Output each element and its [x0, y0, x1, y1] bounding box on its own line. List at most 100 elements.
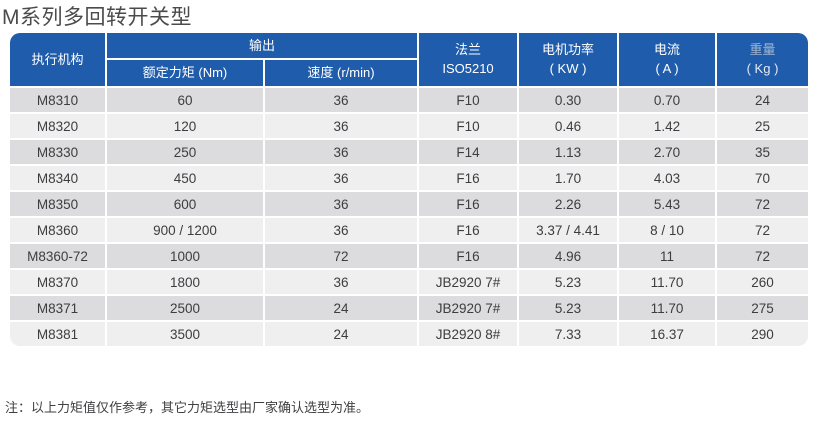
cell-flange: F16 — [419, 244, 518, 268]
table-row: M8370 1800 36 JB2920 7# 5.23 11.70 260 — [10, 270, 808, 294]
table-row: M8320 120 36 F10 0.46 1.42 25 — [10, 114, 808, 138]
cell-current: 11.70 — [619, 296, 716, 320]
cell-speed: 24 — [265, 296, 418, 320]
cell-speed: 36 — [265, 166, 418, 190]
cell-power: 3.37 / 4.41 — [519, 218, 618, 242]
cell-weight: 275 — [717, 296, 808, 320]
cell-flange: JB2920 7# — [419, 270, 518, 294]
cell-model: M8310 — [10, 88, 105, 112]
header-actuator: 执行机构 — [10, 33, 105, 86]
cell-power: 0.30 — [519, 88, 618, 112]
table-row: M8360-72 1000 72 F16 4.96 11 72 — [10, 244, 808, 268]
cell-weight: 72 — [717, 218, 808, 242]
header-motor-power-line1: 电机功率 — [542, 42, 595, 58]
header-weight: 重量 ( Kg ) — [717, 33, 808, 86]
cell-torque: 250 — [107, 140, 263, 164]
cell-weight: 72 — [717, 244, 808, 268]
cell-torque: 120 — [107, 114, 263, 138]
table-row: M8371 2500 24 JB2920 7# 5.23 11.70 275 — [10, 296, 808, 320]
header-current-line2: ( A ) — [655, 60, 679, 76]
cell-torque: 450 — [107, 166, 263, 190]
cell-model: M8350 — [10, 192, 105, 216]
cell-model: M8330 — [10, 140, 105, 164]
cell-current: 16.37 — [619, 322, 716, 346]
cell-model: M8360-72 — [10, 244, 105, 268]
cell-torque: 60 — [107, 88, 263, 112]
cell-weight: 35 — [717, 140, 808, 164]
header-flange: 法兰 ISO5210 — [419, 33, 518, 86]
header-row-1: 执行机构 输出 法兰 ISO5210 电机功率 ( KW ) 电流 ( A ) … — [10, 33, 808, 86]
cell-weight: 290 — [717, 322, 808, 346]
cell-current: 11.70 — [619, 270, 716, 294]
header-motor-power-line2: ( KW ) — [549, 60, 587, 76]
cell-torque: 2500 — [107, 296, 263, 320]
cell-speed: 24 — [265, 322, 418, 346]
cell-current: 8 / 10 — [619, 218, 716, 242]
cell-model: M8320 — [10, 114, 105, 138]
header-speed: 速度 (r/min) — [265, 60, 418, 86]
table-body: M8310 60 36 F10 0.30 0.70 24 M8320 120 36 F10 0.46 1… — [10, 88, 808, 346]
cell-speed: 36 — [265, 88, 418, 112]
table-row: M8310 60 36 F10 0.30 0.70 24 — [10, 88, 808, 112]
cell-power: 7.33 — [519, 322, 618, 346]
cell-weight: 70 — [717, 166, 808, 190]
cell-speed: 36 — [265, 140, 418, 164]
cell-power: 1.13 — [519, 140, 618, 164]
cell-current: 1.42 — [619, 114, 716, 138]
cell-flange: F10 — [419, 88, 518, 112]
cell-weight: 260 — [717, 270, 808, 294]
cell-torque: 900 / 1200 — [107, 218, 263, 242]
cell-power: 4.96 — [519, 244, 618, 268]
cell-model: M8381 — [10, 322, 105, 346]
cell-flange: F16 — [419, 218, 518, 242]
cell-model: M8340 — [10, 166, 105, 190]
header-row-2: 额定力矩 (Nm) 速度 (r/min) — [10, 60, 808, 86]
cell-speed: 36 — [265, 218, 418, 242]
table-row: M8360 900 / 1200 36 F16 3.37 / 4.41 8 / 10 72 — [10, 218, 808, 242]
cell-power: 5.23 — [519, 270, 618, 294]
cell-weight: 72 — [717, 192, 808, 216]
cell-speed: 72 — [265, 244, 418, 268]
header-output-group: 输出 — [107, 33, 418, 58]
spec-table: 执行机构 输出 法兰 ISO5210 电机功率 ( KW ) 电流 ( A ) … — [10, 33, 808, 346]
cell-weight: 24 — [717, 88, 808, 112]
table-row: M8340 450 36 F16 1.70 4.03 70 — [10, 166, 808, 190]
header-rated-torque: 额定力矩 (Nm) — [107, 60, 263, 86]
header-current: 电流 ( A ) — [619, 33, 716, 86]
table-row: M8330 250 36 F14 1.13 2.70 35 — [10, 140, 808, 164]
cell-weight: 25 — [717, 114, 808, 138]
cell-torque: 1800 — [107, 270, 263, 294]
cell-model: M8370 — [10, 270, 105, 294]
cell-flange: F14 — [419, 140, 518, 164]
cell-current: 11 — [619, 244, 716, 268]
table-header: 执行机构 输出 法兰 ISO5210 电机功率 ( KW ) 电流 ( A ) … — [10, 33, 808, 86]
cell-torque: 600 — [107, 192, 263, 216]
table-row: M8381 3500 24 JB2920 8# 7.33 16.37 290 — [10, 322, 808, 346]
cell-current: 5.43 — [619, 192, 716, 216]
cell-flange: F16 — [419, 192, 518, 216]
cell-torque: 3500 — [107, 322, 263, 346]
cell-torque: 1000 — [107, 244, 263, 268]
cell-model: M8371 — [10, 296, 105, 320]
cell-power: 0.46 — [519, 114, 618, 138]
cell-current: 2.70 — [619, 140, 716, 164]
footnote: 注：以上力矩值仅作参考，其它力矩选型由厂家确认选型为准。 — [5, 400, 370, 415]
cell-current: 0.70 — [619, 88, 716, 112]
header-flange-line1: 法兰 — [455, 42, 482, 58]
cell-current: 4.03 — [619, 166, 716, 190]
cell-flange: F10 — [419, 114, 518, 138]
cell-power: 1.70 — [519, 166, 618, 190]
cell-speed: 36 — [265, 192, 418, 216]
header-current-line1: 电流 — [654, 42, 681, 58]
cell-speed: 36 — [265, 270, 418, 294]
cell-model: M8360 — [10, 218, 105, 242]
header-motor-power: 电机功率 ( KW ) — [519, 33, 618, 86]
cell-flange: JB2920 7# — [419, 296, 518, 320]
table-row: M8350 600 36 F16 2.26 5.43 72 — [10, 192, 808, 216]
page-title: M系列多回转开关型 — [2, 6, 192, 29]
header-weight-line2: ( Kg ) — [746, 60, 779, 76]
cell-flange: JB2920 8# — [419, 322, 518, 346]
cell-speed: 36 — [265, 114, 418, 138]
cell-flange: F16 — [419, 166, 518, 190]
header-weight-line1: 重量 — [749, 42, 776, 58]
